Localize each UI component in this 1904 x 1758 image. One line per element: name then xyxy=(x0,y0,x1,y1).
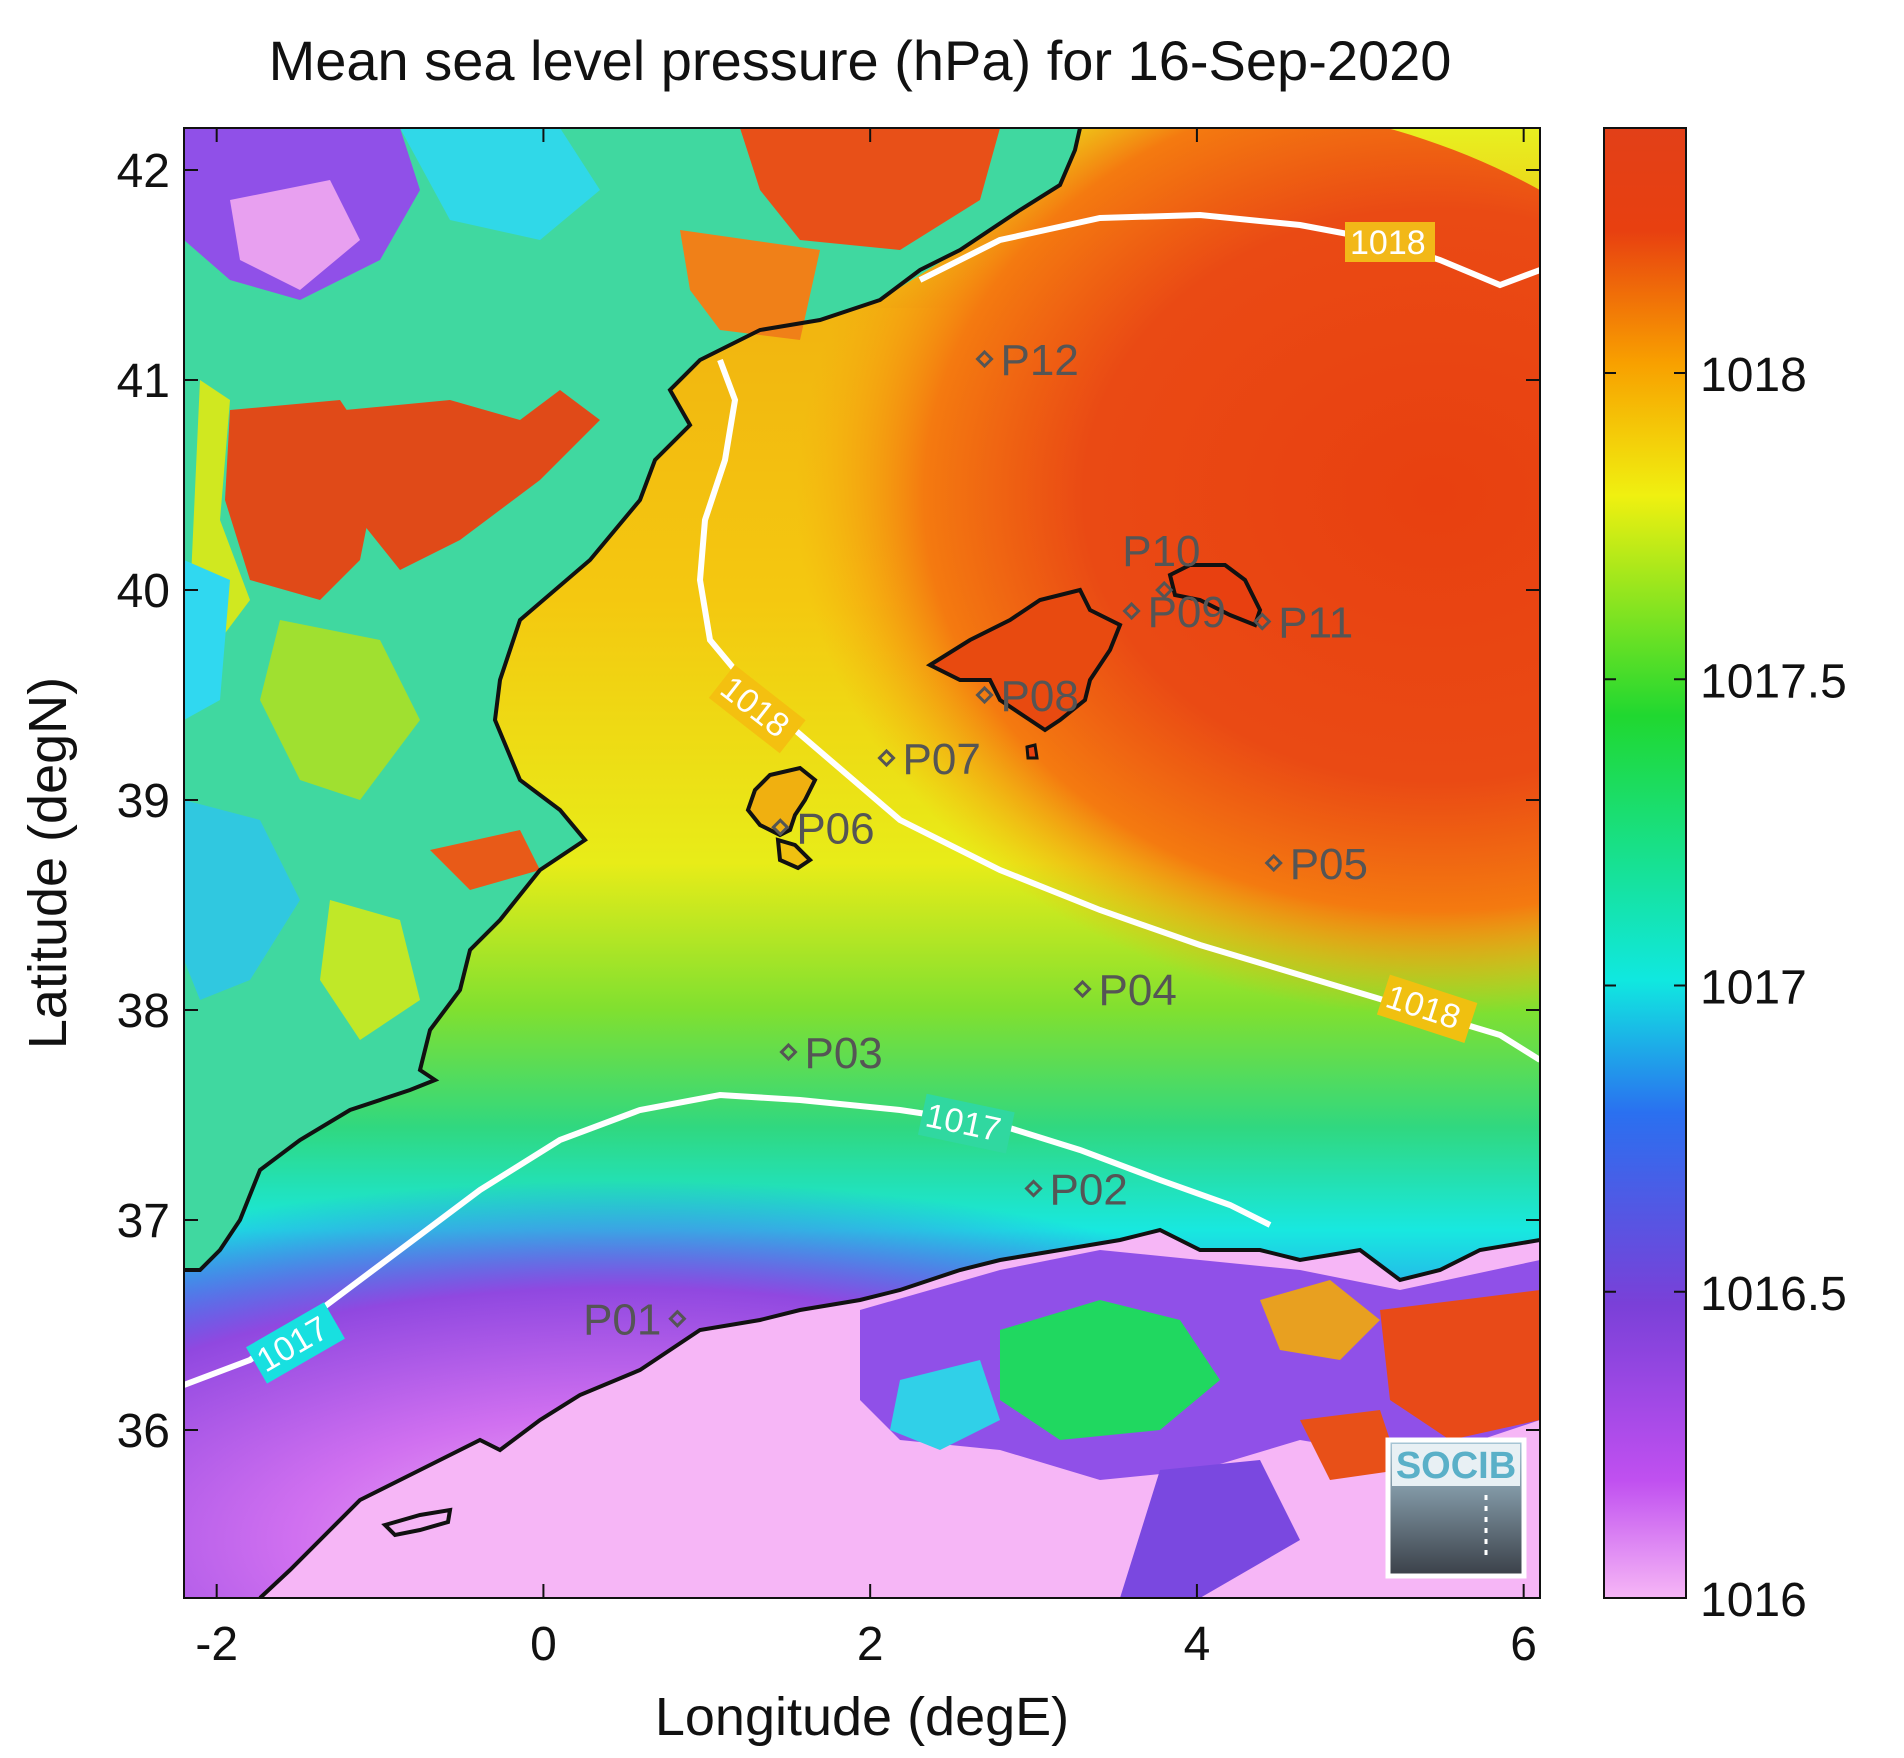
diamond-marker-icon xyxy=(1073,979,1092,999)
contour-label: 1017 xyxy=(917,1093,1015,1154)
diamond-marker-icon xyxy=(771,818,790,837)
africa-coastline xyxy=(258,1227,1540,1598)
station-p10[interactable]: P10 xyxy=(1122,527,1201,600)
station-label: P06 xyxy=(796,804,874,853)
land-patch xyxy=(1000,1300,1220,1440)
y-tick-label: 37 xyxy=(117,1195,170,1248)
land-patch xyxy=(740,128,1000,250)
diamond-marker-icon xyxy=(779,1042,798,1062)
diamond-marker-icon xyxy=(1122,601,1141,621)
land-patch xyxy=(184,560,230,720)
x-tick-label: 6 xyxy=(1510,1618,1537,1671)
plot-frame xyxy=(183,127,1541,1599)
contour-label: 1018 xyxy=(1345,222,1435,262)
station-label: P05 xyxy=(1290,840,1368,889)
y-tick-label: 42 xyxy=(117,145,170,198)
land-patch xyxy=(1300,1410,1400,1480)
station-label: P10 xyxy=(1122,527,1200,576)
plot-area: 1018 1018 1018 1017 1017 SOCIB P01P02P03… xyxy=(184,128,1540,1598)
land-patch xyxy=(225,400,380,600)
diamond-marker-icon xyxy=(1264,853,1283,873)
diamond-marker-icon xyxy=(1253,612,1272,631)
y-tick-label: 40 xyxy=(117,565,170,618)
y-tick-label: 38 xyxy=(117,985,170,1038)
station-p11[interactable]: P11 xyxy=(1253,599,1353,648)
x-tick-label: -2 xyxy=(195,1618,238,1671)
ibiza-island xyxy=(745,765,818,838)
land-patch xyxy=(680,230,820,340)
diamond-marker-icon xyxy=(877,748,896,768)
station-p03[interactable]: P03 xyxy=(779,1029,883,1078)
station-label: P12 xyxy=(1001,336,1079,385)
land-patch xyxy=(345,390,600,570)
colorbar-tick-label: 1016.5 xyxy=(1700,1268,1847,1321)
station-label: P09 xyxy=(1148,588,1226,637)
iberia-coastline xyxy=(184,128,1082,1272)
diamond-marker-icon xyxy=(668,1309,687,1328)
contour-1017 xyxy=(184,1091,1272,1388)
mallorca-island xyxy=(925,587,1123,733)
station-label: P03 xyxy=(804,1029,882,1078)
station-label: P02 xyxy=(1050,1166,1128,1215)
x-tick-label: 2 xyxy=(857,1618,884,1671)
alboran-island xyxy=(381,1507,453,1538)
land-patch xyxy=(1380,1290,1540,1440)
colorbar-tick-label: 1017.5 xyxy=(1700,655,1847,708)
formentera-island xyxy=(775,837,814,871)
land-patch xyxy=(890,1360,1000,1450)
land-patch xyxy=(260,620,420,800)
cabrera-island xyxy=(1025,743,1039,760)
station-label: P04 xyxy=(1099,966,1177,1015)
diamond-marker-icon xyxy=(975,685,994,705)
x-tick-label: 4 xyxy=(1184,1618,1211,1671)
contour-1018-north xyxy=(918,211,1540,289)
land-patch xyxy=(1120,1460,1300,1598)
station-p07[interactable]: P07 xyxy=(877,735,981,784)
points-layer: P01 P02 P03 P04 P05 P06 P07 P08 P09 P10 P11 P12 xyxy=(583,336,1368,1345)
station-label: P08 xyxy=(1001,672,1079,721)
colorbar-tick-label: 1016 xyxy=(1700,1574,1807,1627)
x-tick-label: 0 xyxy=(530,1618,557,1671)
diamond-marker-icon xyxy=(975,349,994,369)
station-p04[interactable]: P04 xyxy=(1073,966,1177,1015)
station-p01[interactable]: P01 xyxy=(583,1296,687,1345)
colorbar xyxy=(1603,127,1687,1599)
station-label: P07 xyxy=(903,735,981,784)
y-tick-label: 41 xyxy=(117,355,170,408)
land-patch xyxy=(320,900,420,1040)
y-tick-label: 36 xyxy=(117,1405,170,1458)
map-title: Mean sea level pressure (hPa) for 16-Sep… xyxy=(268,29,1452,92)
y-tick-label: 39 xyxy=(117,775,170,828)
land-patch xyxy=(400,128,600,240)
diamond-marker-icon xyxy=(1155,580,1174,600)
station-p05[interactable]: P05 xyxy=(1264,840,1368,889)
station-label: P01 xyxy=(583,1296,661,1345)
station-p02[interactable]: P02 xyxy=(1024,1166,1128,1215)
station-p08[interactable]: P08 xyxy=(975,672,1079,721)
colorbar-tick-label: 1018 xyxy=(1700,349,1807,402)
socib-logo: SOCIB xyxy=(1385,1437,1527,1579)
diamond-marker-icon xyxy=(1024,1179,1043,1198)
contour-1018-main xyxy=(696,358,1540,1063)
svg-text:SOCIB: SOCIB xyxy=(1396,1445,1516,1487)
x-axis-label: Longitude (degE) xyxy=(655,1687,1069,1747)
station-label: P11 xyxy=(1278,599,1353,648)
land-patch xyxy=(184,800,300,1000)
colorbar-tick-label: 1017 xyxy=(1700,962,1807,1015)
land-patch xyxy=(230,180,360,290)
y-axis-label: Latitude (degN) xyxy=(18,677,78,1049)
svg-text:1018: 1018 xyxy=(1350,224,1426,262)
station-p09[interactable]: P09 xyxy=(1122,588,1226,637)
land-patch xyxy=(1260,1280,1380,1360)
colorbar-ticks: 1016 1016.5 1017 1017.5 1018 xyxy=(1604,349,1847,1627)
station-p12[interactable]: P12 xyxy=(975,336,1079,385)
axes-layer: -2 0 2 4 6 36 37 38 39 40 41 42 xyxy=(117,128,1540,1671)
land-patch xyxy=(430,830,540,890)
station-p06[interactable]: P06 xyxy=(771,804,875,853)
